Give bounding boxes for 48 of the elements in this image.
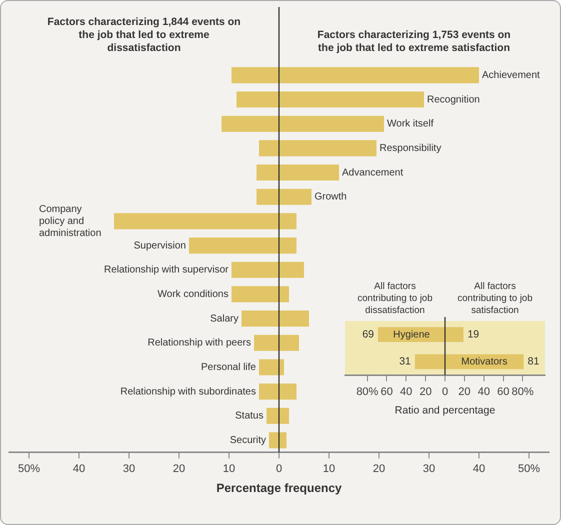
data-label: 69 (362, 328, 374, 340)
y-tick-label: Recognition (427, 94, 480, 106)
y-tick-label: Relationship with subordinates (120, 386, 256, 398)
series-label: Factors characterizing 1,844 events on the job that led to extreme dissatisfaction (47, 16, 241, 54)
y-tick-label: Relationship with supervisor (104, 264, 230, 276)
y-tick-label: Salary (210, 313, 238, 324)
y-tick-label: Growth (314, 192, 347, 203)
y-tick-label: Motivators (461, 356, 508, 368)
x-tick-label: 50% (518, 463, 540, 476)
x-tick-label: 60 (380, 386, 393, 398)
x-tick-label: 30 (122, 463, 136, 476)
y-tick-label: Security (230, 434, 266, 446)
y-tick-label: Work itself (387, 118, 434, 130)
data-label: 31 (399, 356, 412, 368)
x-tick-label: 20 (372, 463, 386, 476)
x-tick-label: 60 (497, 386, 510, 398)
x-axis-title: Percentage frequency (216, 481, 342, 496)
series-label: All factors contributing to job dissatisfaction (358, 281, 432, 316)
data-label: 81 (528, 356, 540, 368)
x-tick-label: 10 (222, 463, 236, 476)
y-tick-label: Work conditions (158, 288, 228, 300)
x-tick-label: 40 (400, 386, 412, 398)
x-tick-label: 80% (512, 386, 534, 398)
y-tick-label: Advancement (342, 167, 404, 178)
y-tick-label: Relationship with peers (148, 338, 251, 349)
x-tick-label: 0 (276, 463, 282, 476)
y-tick-label: Company policy and administration (39, 204, 102, 239)
x-tick-label: 10 (322, 463, 336, 476)
x-tick-label: 20 (458, 386, 471, 398)
y-tick-label: Status (235, 410, 264, 422)
y-tick-label: Achievement (482, 70, 540, 81)
y-tick-label: Personal life (200, 362, 256, 373)
x-tick-label: 80% (356, 386, 379, 398)
x-tick-label: 40 (478, 386, 490, 398)
x-tick-label: 30 (422, 463, 436, 476)
x-tick-label: 20 (172, 463, 186, 476)
x-tick-label: 40 (72, 463, 86, 476)
x-tick-label: 0 (442, 386, 448, 398)
x-tick-label: 40 (472, 463, 486, 476)
data-label: 19 (467, 328, 480, 340)
x-tick-label: 20 (419, 386, 432, 398)
y-tick-label: Supervision (134, 240, 186, 252)
series-label: All factors contributing to job satisfaction (458, 281, 532, 316)
x-tick-label: 50% (18, 463, 40, 476)
y-tick-label: Hygiene (393, 329, 430, 340)
y-tick-label: Responsibility (380, 142, 442, 154)
series-label: Factors characterizing 1,753 events on the job that led to extreme satisfaction (317, 29, 511, 54)
x-axis-title: Ratio and percentage (394, 404, 496, 417)
